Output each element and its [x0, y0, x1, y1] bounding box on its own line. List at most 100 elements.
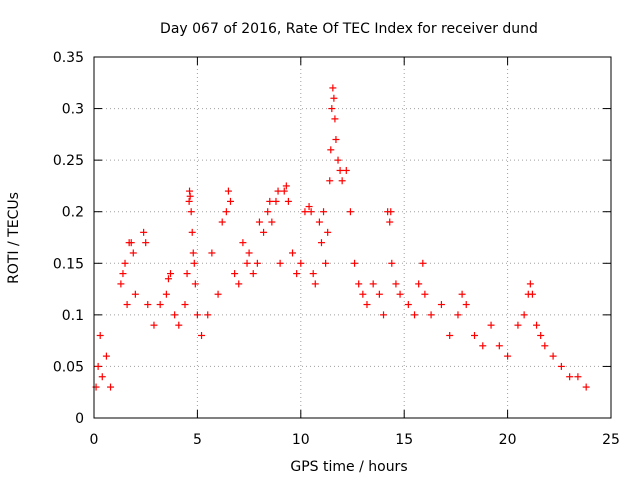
data-point — [495, 342, 503, 350]
data-point — [324, 228, 332, 236]
data-point — [386, 218, 394, 226]
data-point — [537, 331, 545, 339]
data-point — [204, 311, 212, 319]
x-tick-label: 5 — [193, 432, 202, 448]
y-tick-label: 0.3 — [62, 102, 84, 118]
data-point — [123, 301, 131, 309]
data-point — [119, 270, 127, 278]
data-point — [297, 259, 305, 267]
data-point — [396, 290, 404, 298]
data-point — [454, 311, 462, 319]
data-point — [150, 321, 158, 329]
data-point — [317, 239, 325, 247]
data-point — [186, 187, 194, 195]
data-points — [92, 84, 590, 391]
data-point — [117, 280, 125, 288]
data-point — [392, 280, 400, 288]
tick-marks — [93, 56, 612, 419]
data-point — [181, 301, 189, 309]
data-point — [162, 290, 170, 298]
y-tick-label: 0.05 — [53, 359, 84, 375]
data-point — [363, 301, 371, 309]
data-point — [231, 270, 239, 278]
data-point — [520, 311, 528, 319]
data-point — [528, 290, 536, 298]
data-point — [280, 187, 288, 195]
data-point — [421, 290, 429, 298]
y-axis-label: ROTI / TECUs — [6, 192, 22, 284]
data-point — [239, 239, 247, 247]
data-point — [131, 290, 139, 298]
data-point — [222, 208, 230, 216]
data-point — [566, 373, 574, 381]
data-point — [375, 290, 383, 298]
data-point — [191, 280, 199, 288]
data-point — [327, 146, 335, 154]
data-point — [96, 331, 104, 339]
data-point — [541, 342, 549, 350]
data-point — [260, 228, 268, 236]
plot-frame — [93, 56, 612, 419]
data-point — [266, 197, 274, 205]
data-point — [243, 259, 251, 267]
data-point — [245, 249, 253, 257]
data-point — [305, 203, 313, 211]
y-tick-label: 0.2 — [62, 205, 84, 221]
data-point — [346, 208, 354, 216]
tick-labels: 0 0.05 0.1 0.15 0.2 0.25 0.3 0.35 0 5 10 15 20 25 — [53, 50, 620, 448]
data-point — [328, 105, 336, 113]
chart-title: Day 067 of 2016, Rate Of TEC Index for r… — [160, 21, 538, 37]
data-point — [471, 331, 479, 339]
data-point — [411, 311, 419, 319]
data-point — [249, 270, 257, 278]
data-point — [235, 280, 243, 288]
data-point — [94, 362, 102, 370]
data-point — [140, 228, 148, 236]
data-point — [533, 321, 541, 329]
data-point — [144, 301, 152, 309]
data-point — [171, 311, 179, 319]
x-tick-label: 15 — [395, 432, 413, 448]
data-point — [458, 290, 466, 298]
y-tick-label: 0.15 — [53, 256, 84, 272]
data-point — [380, 311, 388, 319]
data-point — [549, 352, 557, 360]
data-point — [427, 311, 435, 319]
data-point — [214, 290, 222, 298]
data-point — [330, 94, 338, 102]
data-point — [557, 362, 565, 370]
data-point — [289, 249, 297, 257]
data-point — [187, 208, 195, 216]
data-point — [301, 208, 309, 216]
data-point — [193, 311, 201, 319]
data-point — [315, 218, 323, 226]
data-point — [582, 383, 590, 391]
y-tick-label: 0 — [75, 411, 84, 427]
x-axis-label: GPS time / hours — [290, 459, 407, 475]
data-point — [102, 352, 110, 360]
data-point — [190, 259, 198, 267]
data-point — [419, 259, 427, 267]
data-point — [121, 259, 129, 267]
data-point — [437, 301, 445, 309]
data-point — [255, 218, 263, 226]
grid-lines — [94, 57, 611, 418]
data-point — [218, 218, 226, 226]
data-point — [415, 280, 423, 288]
data-point — [338, 177, 346, 185]
data-point — [311, 280, 319, 288]
x-tick-label: 25 — [602, 432, 620, 448]
x-tick-label: 10 — [292, 432, 310, 448]
data-point — [526, 280, 534, 288]
data-point — [156, 301, 164, 309]
data-point — [107, 383, 115, 391]
data-point — [359, 290, 367, 298]
data-point — [224, 187, 232, 195]
data-point — [274, 187, 282, 195]
data-point — [322, 259, 330, 267]
data-point — [326, 177, 334, 185]
data-point — [334, 156, 342, 164]
data-point — [198, 331, 206, 339]
data-point — [329, 84, 337, 92]
x-tick-label: 20 — [499, 432, 517, 448]
